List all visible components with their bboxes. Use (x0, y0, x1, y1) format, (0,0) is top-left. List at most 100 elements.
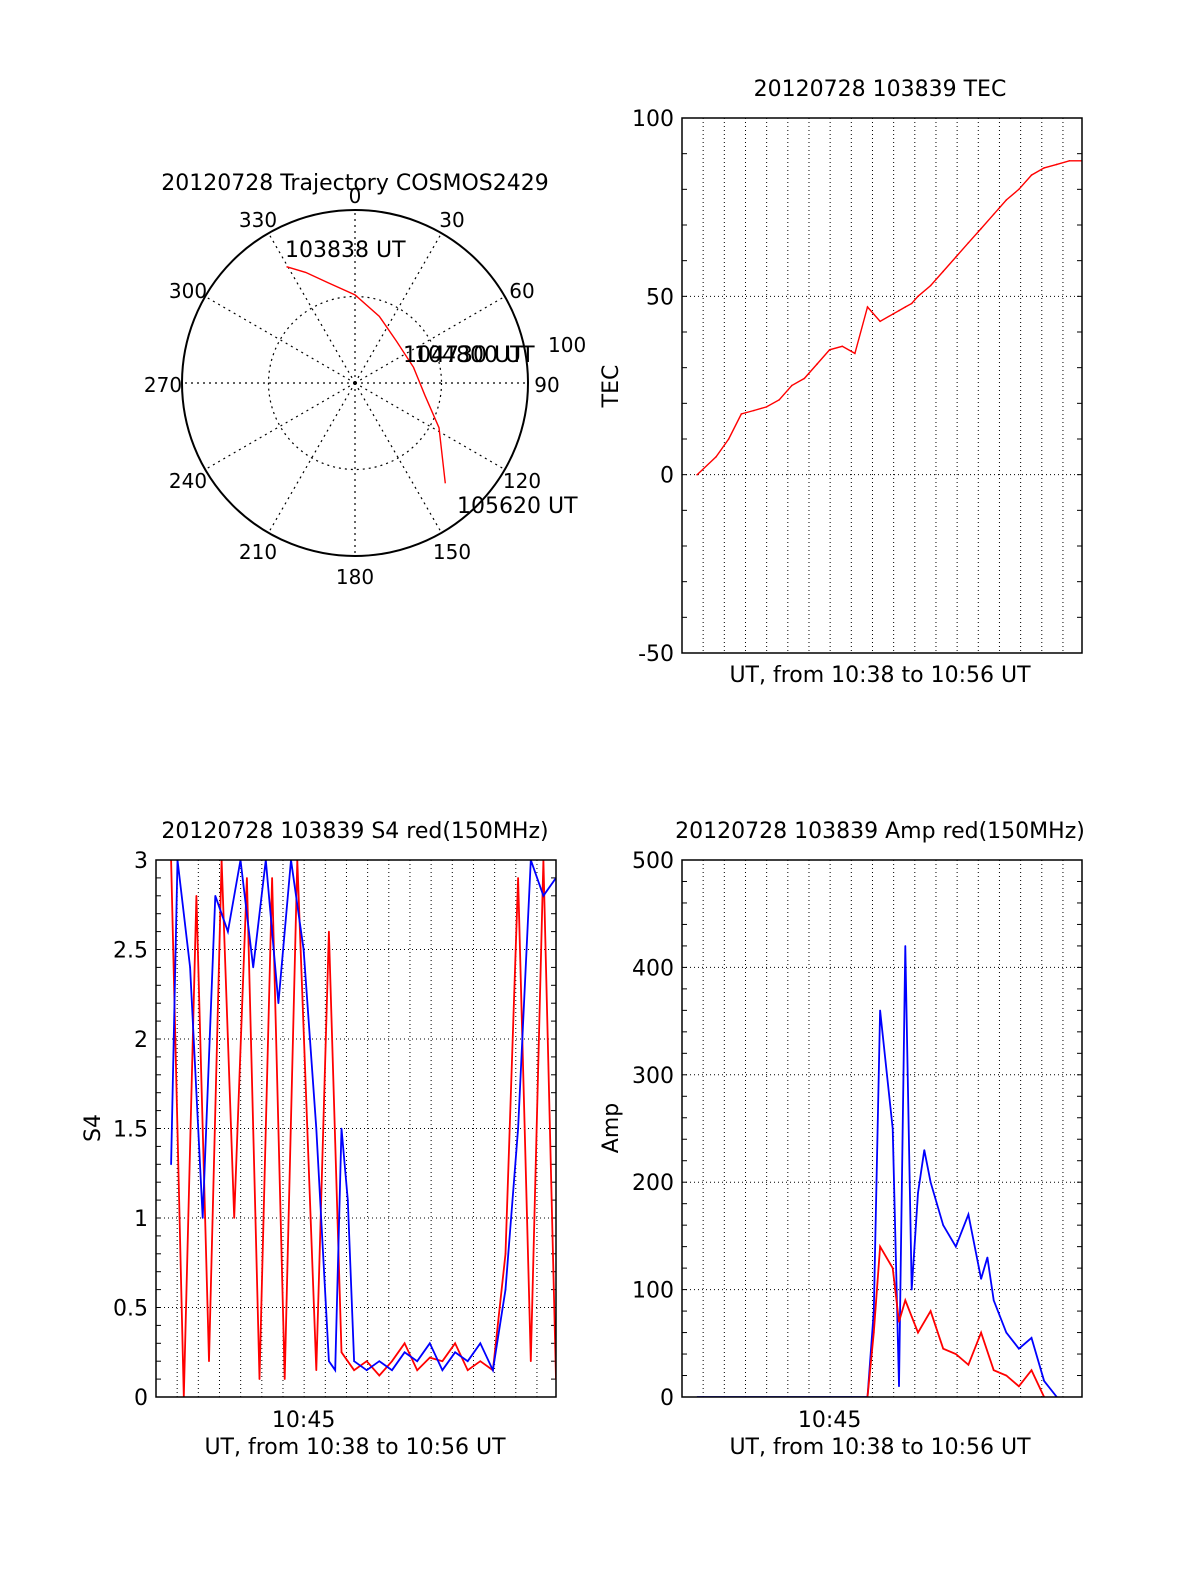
data-point (696, 473, 698, 476)
data-point (347, 1199, 349, 1201)
data-point (986, 1256, 989, 1259)
data-point (917, 1331, 919, 1334)
data-point (277, 1002, 280, 1004)
plot-frame (681, 117, 1083, 654)
data-point (1005, 1374, 1008, 1377)
polar-spoke (354, 295, 506, 384)
data-point (1018, 188, 1020, 191)
data-point (504, 1288, 507, 1291)
data-point (910, 302, 913, 305)
y-tick-label: 200 (632, 1171, 674, 1196)
s4-ylabel: S4 (81, 1114, 106, 1142)
data-point (980, 227, 982, 230)
polar-outer-ring (181, 209, 529, 557)
data-point (403, 1351, 406, 1354)
data-point (942, 1347, 944, 1350)
series-line-0 (696, 160, 1082, 476)
data-point (283, 1378, 286, 1380)
data-point (542, 895, 545, 897)
data-point (1005, 1331, 1008, 1334)
data-point (879, 1009, 881, 1012)
s4-plot-area: 0 0.5 1 1.5 2 2.5 3 10:45 (113, 849, 557, 1433)
data-point (992, 213, 995, 216)
data-point (955, 1353, 957, 1355)
series-group (696, 945, 1058, 1397)
y-tick-label: 100 (632, 1279, 674, 1304)
data-point (992, 1369, 995, 1371)
amp-xlabel: UT, from 10:38 to 10:56 UT (729, 1435, 1031, 1460)
polar-inner-ring (267, 295, 443, 471)
trajectory-polar-grid (181, 209, 529, 557)
y-tick-label: 500 (632, 849, 674, 874)
y-tick-label: 1.5 (113, 1118, 148, 1143)
data-point (854, 352, 856, 355)
data-point (246, 877, 248, 879)
tec-xlabel: UT, from 10:38 to 10:56 UT (729, 663, 1031, 688)
data-point (1005, 199, 1008, 201)
polar-spoke (204, 295, 356, 384)
data-point (967, 242, 970, 244)
data-point (898, 1385, 900, 1388)
data-point (227, 930, 229, 933)
data-point (955, 1245, 957, 1248)
data-point (1018, 1347, 1020, 1350)
amp-panel: 20120728 103839 Amp red(150MHz) UT, from… (599, 819, 1085, 1460)
polar-azimuth-tick: 270 (144, 373, 182, 397)
tec-title: 20120728 103839 TEC (754, 77, 1007, 102)
data-point (466, 1360, 469, 1362)
data-point (214, 895, 217, 897)
polar-spoke (354, 382, 443, 534)
polar-spoke (204, 382, 356, 471)
data-point (208, 1360, 210, 1362)
data-point (378, 1360, 381, 1362)
data-point (1030, 1369, 1033, 1371)
data-point (967, 1364, 970, 1366)
amp-title: 20120728 103839 Amp red(150MHz) (675, 819, 1085, 844)
data-point (873, 1310, 875, 1312)
data-point (353, 1360, 355, 1362)
plot-frame (681, 859, 1083, 1398)
data-point (454, 1342, 456, 1345)
data-point (891, 1127, 894, 1130)
data-point (466, 1369, 469, 1371)
data-point (898, 1321, 900, 1323)
trajectory-panel: 20120728 Trajectory COSMOS2429 0 30 60 90 12… (144, 171, 586, 589)
data-point (504, 1253, 507, 1255)
trajectory-annotation: 104800 UT (414, 343, 535, 368)
tec-panel: 20120728 103839 TEC UT, from 10:38 to 10… (599, 77, 1083, 688)
data-point (929, 1181, 932, 1183)
polar-azimuth-tick: 120 (503, 469, 541, 493)
y-tick-label: 50 (646, 285, 674, 310)
data-point (923, 1149, 926, 1151)
data-point (252, 966, 254, 969)
s4-panel: 20120728 103839 S4 red(150MHz) UT, from … (81, 819, 557, 1460)
data-point (334, 1369, 337, 1371)
data-point (530, 1360, 532, 1362)
data-point (378, 1374, 381, 1377)
trajectory-line (286, 266, 446, 484)
data-point (271, 877, 273, 879)
data-point (753, 409, 755, 412)
data-point (315, 1369, 318, 1371)
data-point (917, 1192, 919, 1194)
data-point (195, 895, 198, 897)
series-line-1 (170, 860, 556, 1374)
data-point (441, 1360, 444, 1362)
y-tick-label: 0 (660, 1386, 674, 1411)
trajectory-radial-label: 100 (548, 333, 586, 357)
data-point (942, 1224, 944, 1226)
data-point (479, 1342, 482, 1345)
x-tick-label: 10:45 (798, 1408, 861, 1433)
tec-plot-area: -50 0 50 100 (632, 107, 1083, 667)
data-point (403, 1342, 406, 1345)
data-point (302, 948, 305, 951)
y-tick-label: 3 (134, 849, 148, 874)
data-point (828, 349, 831, 351)
data-point (879, 1245, 881, 1248)
y-tick-label: 0 (660, 464, 674, 489)
data-point (778, 399, 780, 401)
data-point (980, 1278, 982, 1280)
data-point (791, 384, 793, 387)
